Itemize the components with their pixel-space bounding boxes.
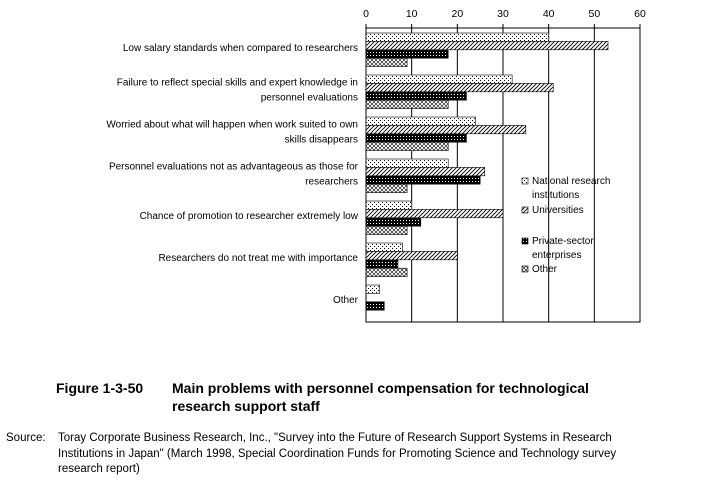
bar xyxy=(365,225,408,235)
bar xyxy=(365,217,422,227)
bar xyxy=(365,167,486,177)
bar xyxy=(365,32,549,42)
bar xyxy=(365,49,449,59)
x-tick-label: 20 xyxy=(451,8,463,20)
legend: National research institutions Universitie… xyxy=(521,176,610,275)
category-label: skills disappears xyxy=(285,135,358,146)
category-label: Researchers do not treat me with importa… xyxy=(158,253,358,264)
bar-chart: 0 10 20 30 40 50 60 Low salary standards when … xyxy=(106,8,646,323)
bar xyxy=(365,141,449,151)
bar xyxy=(365,251,458,261)
legend-label: enterprises xyxy=(532,250,581,261)
legend-swatch xyxy=(521,237,529,245)
bar xyxy=(365,125,527,135)
bar xyxy=(365,284,380,294)
bar xyxy=(365,242,403,252)
category-label: personnel evaluations xyxy=(261,93,358,104)
category-label: Personnel evaluations not as advantageou… xyxy=(109,162,359,173)
bar xyxy=(365,99,449,109)
x-tick-label: 60 xyxy=(634,8,646,20)
x-tick-label: 0 xyxy=(363,8,369,20)
bar xyxy=(365,200,412,210)
bar xyxy=(365,158,449,168)
legend-swatch xyxy=(521,206,529,214)
x-tick-label: 50 xyxy=(588,8,600,20)
figure-number: Figure 1-3-50 xyxy=(56,380,144,396)
figure-caption: Figure 1-3-50 Main problems with personne… xyxy=(56,379,676,415)
source-line-2: Institutions in Japan" (March 1998, Spec… xyxy=(58,447,617,460)
x-tick-label: 40 xyxy=(543,8,555,20)
bar xyxy=(365,301,385,311)
bar xyxy=(365,41,609,51)
figure-title-line-1: Main problems with personnel compensatio… xyxy=(172,380,589,396)
x-tick-label: 30 xyxy=(497,8,509,20)
legend-label: institutions xyxy=(532,190,579,201)
figure-title-line-2: research support staff xyxy=(172,398,320,414)
source-line-1: Toray Corporate Business Research, Inc.,… xyxy=(58,432,612,444)
legend-label: National research xyxy=(532,176,610,187)
bar xyxy=(365,57,408,67)
bar xyxy=(365,83,554,93)
bar xyxy=(365,116,476,126)
category-label: Low salary standards when compared to re… xyxy=(123,43,358,54)
source-label: Source: xyxy=(6,432,46,444)
legend-swatch xyxy=(521,177,529,185)
source-line-3: research report) xyxy=(58,463,140,475)
bar xyxy=(365,74,513,84)
bar xyxy=(365,259,399,269)
bar xyxy=(365,183,408,193)
bars xyxy=(365,32,609,311)
category-label: researchers xyxy=(305,177,358,188)
bar xyxy=(365,91,467,101)
bar xyxy=(365,209,504,219)
legend-label: Other xyxy=(532,264,558,275)
x-axis-ticks: 0 10 20 30 40 50 60 xyxy=(363,8,646,28)
legend-label: Private-sector xyxy=(532,236,594,247)
category-labels: Low salary standards when compared to re… xyxy=(106,43,358,306)
x-tick-label: 10 xyxy=(406,8,418,20)
category-label: Other xyxy=(333,295,359,306)
category-label: Failure to reflect special skills and ex… xyxy=(117,78,358,89)
source-note: Source: Toray Corporate Business Research… xyxy=(6,431,706,478)
bar xyxy=(365,267,408,277)
category-label: Worried about what will happen when work… xyxy=(106,120,358,131)
bar xyxy=(365,175,481,185)
bar xyxy=(365,133,467,143)
legend-label: Universities xyxy=(532,205,584,216)
legend-swatch xyxy=(521,265,529,273)
category-label: Chance of promotion to researcher extrem… xyxy=(140,211,359,222)
